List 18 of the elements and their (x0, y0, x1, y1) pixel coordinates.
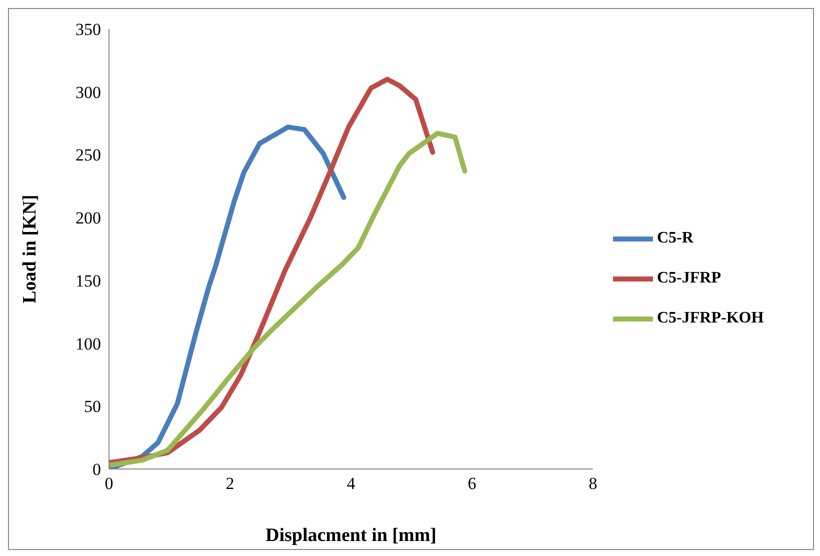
y-tick-label: 150 (76, 271, 101, 290)
y-tick-label: 350 (76, 20, 101, 40)
legend-label: C5-JFRP-KOH (657, 310, 764, 327)
y-tick-label: 0 (92, 460, 101, 480)
x-tick-label: 4 (346, 474, 356, 494)
legend-label: C5-R (657, 230, 694, 247)
y-tick-label: 200 (76, 208, 101, 228)
y-axis-title: Load in [KN] (20, 194, 41, 304)
x-tick-label: 2 (226, 474, 234, 494)
x-tick-label: 0 (104, 474, 114, 494)
y-tick-label: 250 (76, 146, 101, 165)
y-tick-label: 100 (76, 334, 101, 354)
y-tick-label: 50 (84, 397, 101, 416)
y-tick-label: 300 (76, 82, 101, 102)
x-tick-label: 8 (588, 474, 598, 494)
x-tick-label: 6 (468, 474, 476, 494)
legend-label: C5-JFRP (657, 270, 721, 287)
x-axis-title: Displacment in [mm] (266, 525, 436, 546)
